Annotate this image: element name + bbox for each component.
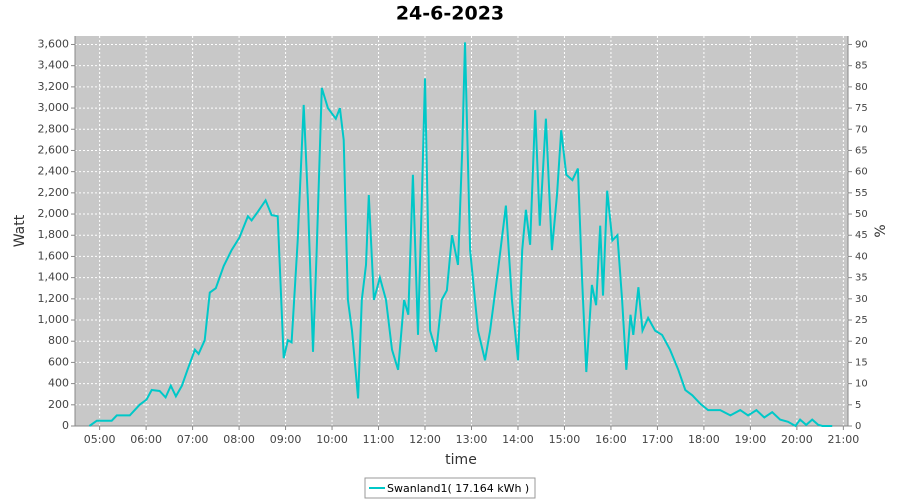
x-tick-label: 13:00: [456, 433, 488, 446]
y2-tick-label: 90: [855, 39, 868, 50]
y-tick-label: 1,000: [38, 313, 70, 326]
x-tick-label: 06:00: [130, 433, 162, 446]
y-tick-label: 2,400: [38, 165, 70, 178]
x-tick-label: 17:00: [642, 433, 674, 446]
y-tick-label: 1,200: [38, 292, 70, 305]
y2-tick-label: 80: [855, 82, 868, 93]
y2-tick-label: 15: [855, 357, 868, 368]
y-tick-label: 3,000: [38, 101, 70, 114]
y2-tick-label: 10: [855, 379, 868, 390]
y2-tick-label: 55: [855, 188, 868, 199]
y2-tick-label: 45: [855, 230, 868, 241]
x-tick-label: 08:00: [223, 433, 255, 446]
y2-tick-label: 5: [855, 400, 861, 411]
x-tick-label: 14:00: [502, 433, 534, 446]
y2-tick-label: 65: [855, 145, 868, 156]
y-tick-label: 2,800: [38, 122, 70, 135]
y-tick-label: 800: [48, 334, 69, 347]
plot-area: [75, 36, 848, 426]
y2-tick-label: 30: [855, 294, 868, 305]
y-tick-label: 0: [62, 419, 69, 432]
x-tick-label: 18:00: [688, 433, 720, 446]
y2-tick-label: 35: [855, 273, 868, 284]
y-tick-label: 2,200: [38, 186, 70, 199]
y-tick-label: 1,600: [38, 249, 70, 262]
y2-tick-label: 50: [855, 209, 868, 220]
y2-tick-label: 25: [855, 315, 868, 326]
y2-axis-title: %: [873, 224, 889, 237]
series-line: [88, 42, 833, 428]
x-tick-label: 12:00: [409, 433, 441, 446]
x-tick-label: 15:00: [549, 433, 581, 446]
y2-tick-label: 20: [855, 336, 868, 347]
x-tick-label: 11:00: [363, 433, 395, 446]
y-tick-label: 200: [48, 398, 69, 411]
legend-label: Swanland1( 17.164 kWh ): [387, 482, 529, 495]
y2-tick-label: 40: [855, 251, 868, 262]
x-tick-label: 05:00: [84, 433, 116, 446]
y2-tick-label: 70: [855, 124, 868, 135]
y2-tick-label: 0: [855, 421, 861, 432]
x-tick-label: 16:00: [595, 433, 627, 446]
x-tick-label: 21:00: [828, 433, 860, 446]
y-tick-label: 3,400: [38, 59, 70, 72]
y-tick-label: 3,200: [38, 80, 70, 93]
y-tick-label: 400: [48, 377, 69, 390]
x-tick-label: 10:00: [316, 433, 348, 446]
y2-tick-label: 85: [855, 61, 868, 72]
y2-tick-label: 75: [855, 103, 868, 114]
legend-box: [364, 477, 536, 499]
y-tick-label: 1,800: [38, 228, 70, 241]
y-tick-label: 2,000: [38, 207, 70, 220]
chart-title: 24-6-2023: [396, 3, 504, 25]
y-tick-label: 600: [48, 355, 69, 368]
y-axis-title: Watt: [12, 214, 28, 247]
y-tick-label: 2,600: [38, 143, 70, 156]
x-tick-label: 20:00: [781, 433, 813, 446]
y-tick-label: 3,600: [38, 37, 70, 50]
y-tick-label: 1,400: [38, 271, 70, 284]
x-tick-label: 07:00: [177, 433, 209, 446]
x-tick-label: 09:00: [270, 433, 302, 446]
x-axis-title: time: [445, 452, 477, 468]
y2-tick-label: 60: [855, 167, 868, 178]
x-tick-label: 19:00: [735, 433, 767, 446]
